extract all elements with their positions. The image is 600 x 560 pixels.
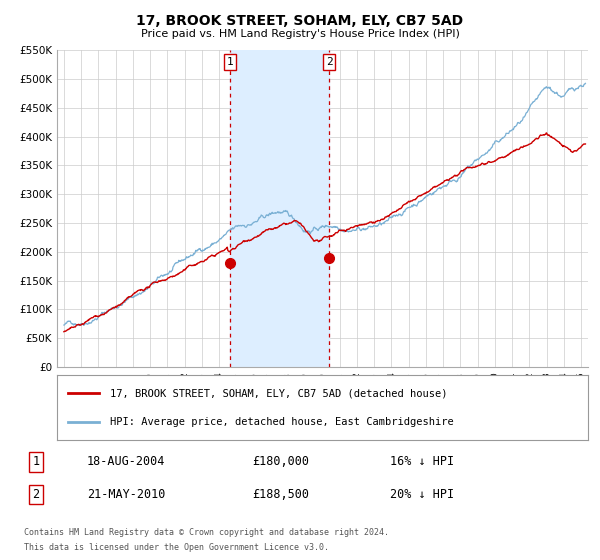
Text: HPI: Average price, detached house, East Cambridgeshire: HPI: Average price, detached house, East… xyxy=(110,417,454,427)
Bar xyxy=(230,50,329,367)
Text: Contains HM Land Registry data © Crown copyright and database right 2024.: Contains HM Land Registry data © Crown c… xyxy=(24,528,389,536)
Text: £188,500: £188,500 xyxy=(252,488,309,501)
Text: 1: 1 xyxy=(226,57,233,67)
Text: This data is licensed under the Open Government Licence v3.0.: This data is licensed under the Open Gov… xyxy=(24,543,329,552)
Text: 20% ↓ HPI: 20% ↓ HPI xyxy=(390,488,454,501)
Text: Price paid vs. HM Land Registry's House Price Index (HPI): Price paid vs. HM Land Registry's House … xyxy=(140,29,460,39)
Text: 16% ↓ HPI: 16% ↓ HPI xyxy=(390,455,454,468)
Text: 1: 1 xyxy=(32,455,40,468)
Text: 18-AUG-2004: 18-AUG-2004 xyxy=(87,455,166,468)
Text: 2: 2 xyxy=(326,57,332,67)
Text: 21-MAY-2010: 21-MAY-2010 xyxy=(87,488,166,501)
Text: 2: 2 xyxy=(32,488,40,501)
Text: 17, BROOK STREET, SOHAM, ELY, CB7 5AD (detached house): 17, BROOK STREET, SOHAM, ELY, CB7 5AD (d… xyxy=(110,388,448,398)
Text: £180,000: £180,000 xyxy=(252,455,309,468)
Text: 17, BROOK STREET, SOHAM, ELY, CB7 5AD: 17, BROOK STREET, SOHAM, ELY, CB7 5AD xyxy=(136,14,464,28)
